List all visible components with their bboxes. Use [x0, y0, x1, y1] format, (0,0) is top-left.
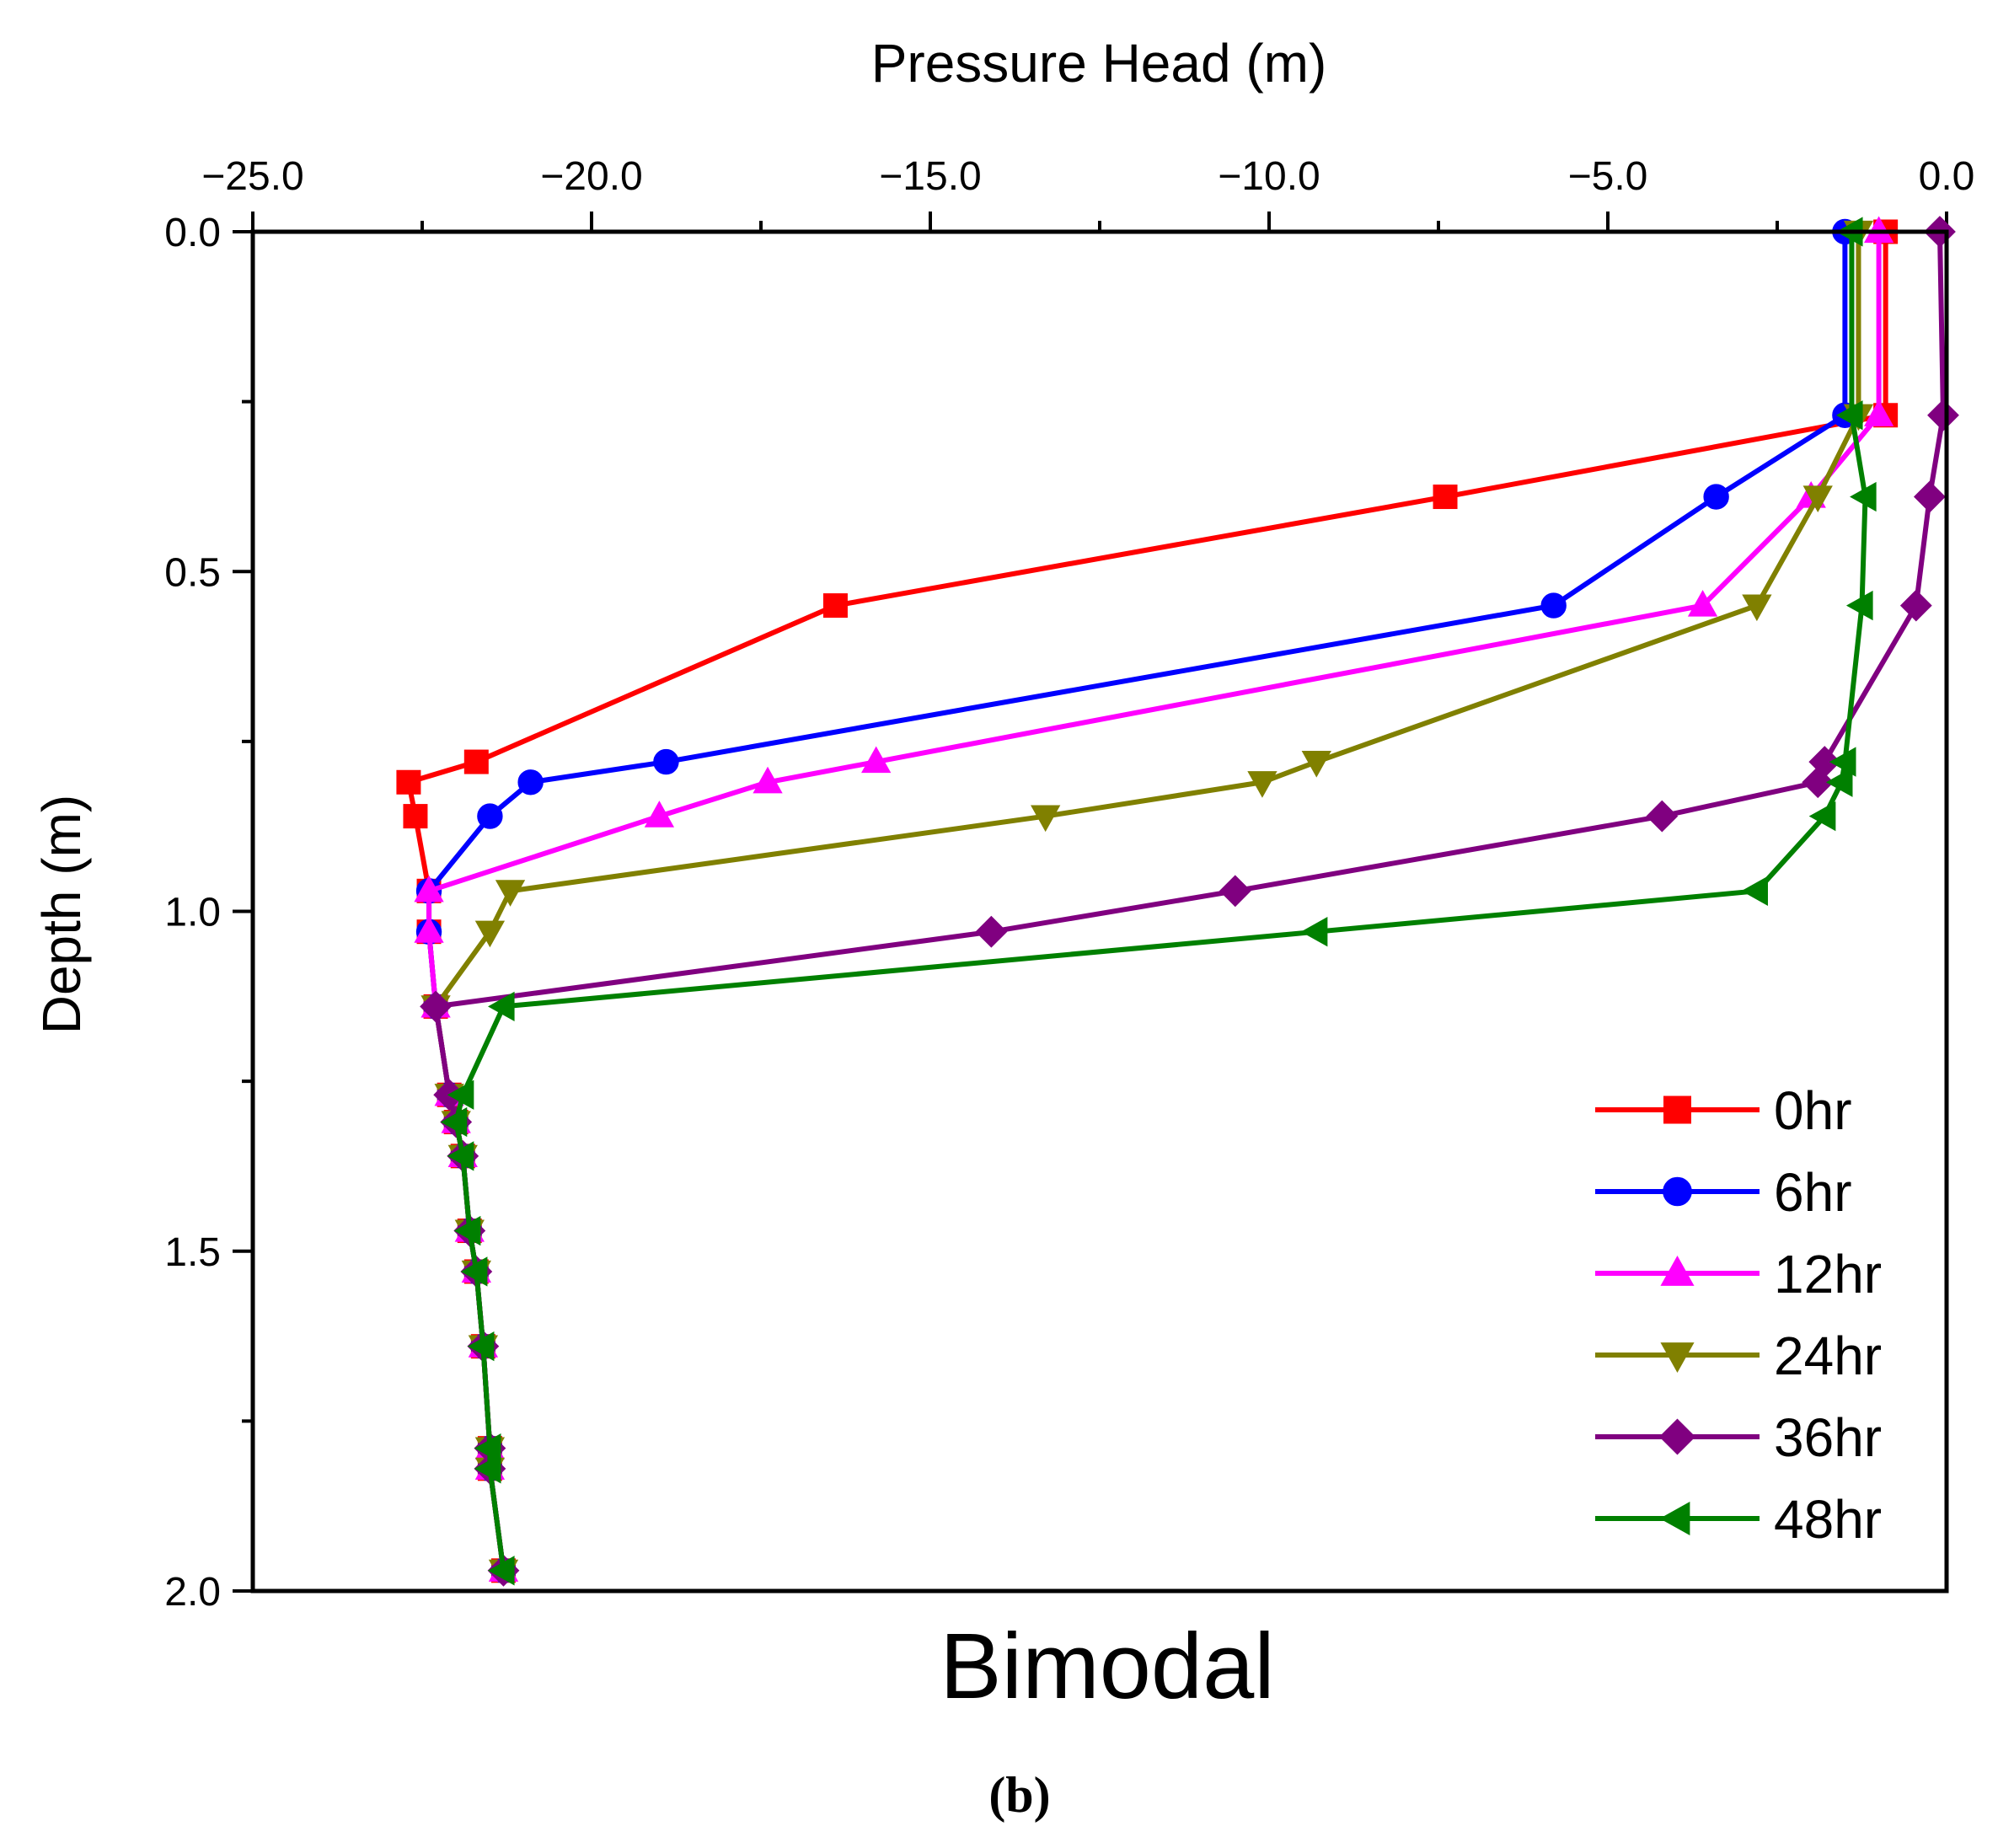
data-point-48hr [1825, 767, 1853, 797]
legend-marker [1660, 1342, 1695, 1374]
data-point-6hr [517, 769, 544, 795]
plot-area [396, 216, 1959, 1587]
data-point-6hr [477, 803, 503, 829]
legend-label: 12hr [1774, 1244, 1882, 1304]
legend-item-48hr: 48hr [1595, 1489, 1882, 1550]
x-tick-label: −10.0 [1218, 154, 1320, 199]
data-point-36hr [1219, 875, 1251, 908]
y-tick-label: 0.0 [164, 211, 221, 255]
data-point-24hr [1247, 771, 1277, 798]
data-point-48hr [487, 1556, 515, 1586]
x-axis: −25.0 −20.0 −15.0 −10.0 −5.0 0.0 [201, 154, 1974, 232]
legend-marker [1663, 1095, 1691, 1124]
data-point-0hr [822, 593, 848, 619]
data-point-36hr [1913, 480, 1946, 513]
x-tick-label: 0.0 [1919, 154, 1975, 199]
data-point-48hr [447, 1079, 474, 1110]
y-tick-label: 0.5 [164, 550, 221, 595]
panel-label: (b) [988, 1767, 1050, 1823]
legend-label: 0hr [1774, 1080, 1852, 1141]
data-point-48hr [1849, 481, 1877, 512]
series-line-36hr [433, 231, 1946, 1572]
data-point-36hr [1927, 399, 1959, 431]
series-48hr [440, 217, 1877, 1586]
data-point-12hr [1863, 399, 1894, 426]
legend-label: 36hr [1774, 1407, 1882, 1468]
data-point-48hr [487, 991, 515, 1022]
data-point-48hr [440, 1106, 468, 1138]
legend: 0hr 6hr 12hr 24hr 36hr 48hr [1595, 1080, 1882, 1550]
legend-label: 6hr [1774, 1162, 1852, 1223]
data-point-48hr [460, 1256, 488, 1287]
x-axis-title: Pressure Head (m) [871, 33, 1327, 94]
data-point-48hr [467, 1331, 495, 1362]
data-point-6hr [1540, 592, 1567, 619]
data-point-48hr [474, 1433, 501, 1464]
data-point-24hr [495, 880, 526, 907]
y-axis-title: Depth (m) [31, 795, 92, 1035]
data-point-6hr [653, 748, 679, 775]
data-point-24hr [1802, 485, 1833, 513]
data-point-0hr [1433, 485, 1458, 510]
legend-marker [1663, 1176, 1692, 1207]
data-point-12hr [753, 766, 783, 794]
data-point-0hr [396, 769, 421, 795]
y-tick-label: 1.0 [164, 891, 221, 935]
y-tick-label: 1.5 [164, 1230, 221, 1275]
data-point-48hr [1835, 400, 1863, 431]
data-point-36hr [420, 990, 452, 1023]
legend-label: 24hr [1774, 1326, 1882, 1386]
y-tick-label: 2.0 [164, 1570, 221, 1615]
data-point-48hr [453, 1215, 481, 1246]
x-tick-label: −15.0 [879, 154, 981, 199]
data-point-12hr [1687, 590, 1718, 617]
legend-item-0hr: 0hr [1595, 1080, 1852, 1141]
data-point-0hr [403, 804, 428, 829]
data-point-36hr [1899, 589, 1932, 622]
legend-marker [1660, 1255, 1695, 1286]
data-point-0hr [463, 749, 489, 774]
data-point-24hr [1742, 594, 1772, 622]
legend-label: 48hr [1774, 1489, 1882, 1550]
data-point-24hr [1031, 805, 1061, 833]
series-36hr [420, 216, 1959, 1587]
data-point-36hr [1802, 766, 1835, 799]
data-point-12hr [414, 875, 444, 903]
data-point-36hr [975, 915, 1008, 948]
plot-frame [250, 229, 1949, 1594]
data-point-24hr [474, 920, 506, 948]
legend-item-6hr: 6hr [1595, 1162, 1852, 1223]
data-point-48hr [447, 1141, 474, 1171]
chart-title: Bimodal [940, 1615, 1274, 1718]
data-point-48hr [1845, 590, 1873, 621]
data-point-48hr [1808, 801, 1836, 832]
legend-item-24hr: 24hr [1595, 1326, 1882, 1386]
data-point-6hr [1703, 484, 1729, 510]
x-tick-label: −25.0 [201, 154, 303, 199]
data-point-48hr [1829, 747, 1856, 777]
data-point-36hr [1646, 800, 1679, 833]
data-point-24hr [1301, 750, 1331, 778]
legend-marker [1658, 1418, 1696, 1455]
data-point-12hr [861, 746, 892, 774]
legend-item-36hr: 36hr [1595, 1407, 1882, 1468]
data-point-48hr [1300, 917, 1328, 947]
x-tick-label: −5.0 [1568, 154, 1648, 199]
x-tick-label: −20.0 [540, 154, 642, 199]
data-point-48hr [474, 1454, 501, 1484]
y-axis: 0.0 0.5 1.0 1.5 2.0 [164, 211, 253, 1615]
data-point-12hr [414, 916, 444, 943]
data-point-12hr [644, 801, 675, 828]
legend-item-12hr: 12hr [1595, 1244, 1882, 1304]
data-point-48hr [1741, 876, 1768, 906]
legend-marker [1659, 1501, 1690, 1536]
